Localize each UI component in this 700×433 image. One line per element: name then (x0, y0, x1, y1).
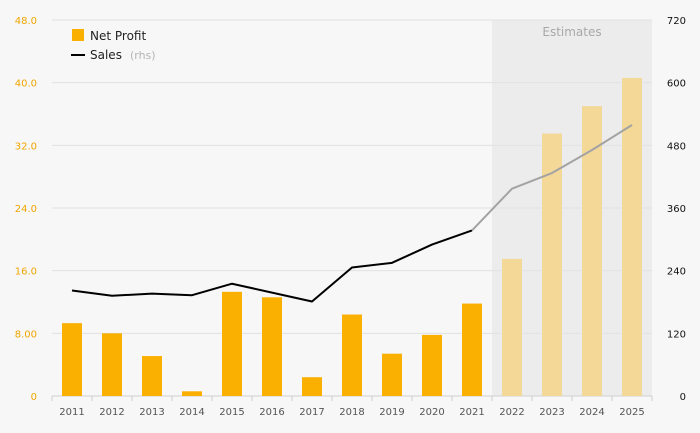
bar-net-profit-2014 (182, 391, 202, 396)
left-axis-ticks: 0 8.00 16.0 24.0 32.0 40.0 48.0 (15, 16, 37, 403)
left-tick-label: 40.0 (15, 79, 37, 90)
legend-sales-suffix: (rhs) (130, 49, 156, 62)
sales-line-estimate (471, 124, 633, 232)
bar-net-profit-2015 (222, 291, 242, 396)
left-tick-label: 24.0 (15, 204, 37, 215)
x-tick-label: 2011 (59, 407, 84, 418)
bar-net-profit-2020 (422, 334, 442, 396)
bar-net-profit-2017 (302, 377, 322, 396)
right-tick-label: 0 (680, 392, 686, 403)
x-tick-label: 2017 (299, 407, 324, 418)
sales-line (71, 124, 633, 303)
x-tick-label: 2013 (139, 407, 164, 418)
legend-net-profit-swatch (72, 29, 84, 41)
x-tick-label: 2024 (579, 407, 604, 418)
bar-net-profit-2024 (582, 106, 602, 397)
bar-net-profit-2016 (262, 297, 282, 396)
right-axis-ticks: 0 120 240 360 480 600 720 (667, 16, 686, 403)
x-tick-label: 2019 (379, 407, 404, 418)
legend-sales-name: Sales (90, 48, 122, 62)
legend-net-profit-label: Net Profit (90, 29, 146, 43)
bar-net-profit-2022 (502, 258, 522, 396)
left-tick-label: 48.0 (15, 16, 37, 27)
x-axis: 2011 2012 2013 2014 2015 2016 2017 2018 2019 2020… (51, 396, 653, 418)
x-tick-label: 2014 (179, 407, 204, 418)
sales-line-actual (71, 229, 473, 303)
right-tick-label: 480 (667, 141, 686, 152)
net-profit-bars (62, 77, 642, 397)
x-tick-label: 2015 (219, 407, 244, 418)
estimates-label: Estimates (542, 25, 601, 39)
x-tick-label: 2023 (539, 407, 564, 418)
x-tick-label: 2020 (419, 407, 444, 418)
bar-net-profit-2011 (62, 323, 82, 396)
right-tick-label: 720 (667, 16, 686, 27)
right-tick-label: 120 (667, 329, 686, 340)
legend: Net Profit Sales (rhs) (71, 29, 156, 63)
bar-net-profit-2013 (142, 356, 162, 396)
legend-sales-label: Sales (rhs) (90, 46, 156, 63)
x-tick-label: 2012 (99, 407, 124, 418)
x-tick-label: 2025 (619, 407, 644, 418)
bar-net-profit-2021 (462, 303, 482, 396)
x-tick-label: 2022 (499, 407, 524, 418)
right-tick-label: 600 (667, 79, 686, 90)
bar-net-profit-2023 (542, 133, 562, 397)
x-tick-label: 2021 (459, 407, 484, 418)
right-tick-label: 360 (667, 204, 686, 215)
bar-net-profit-2019 (382, 353, 402, 396)
bar-net-profit-2025 (622, 77, 642, 396)
left-tick-label: 0 (31, 392, 37, 403)
x-tick-label: 2018 (339, 407, 364, 418)
right-tick-label: 240 (667, 267, 686, 278)
bar-net-profit-2012 (102, 333, 122, 396)
bar-net-profit-2018 (342, 314, 362, 396)
x-tick-label: 2016 (259, 407, 284, 418)
left-tick-label: 32.0 (15, 141, 37, 152)
left-tick-label: 16.0 (15, 267, 37, 278)
left-tick-label: 8.00 (15, 329, 37, 340)
